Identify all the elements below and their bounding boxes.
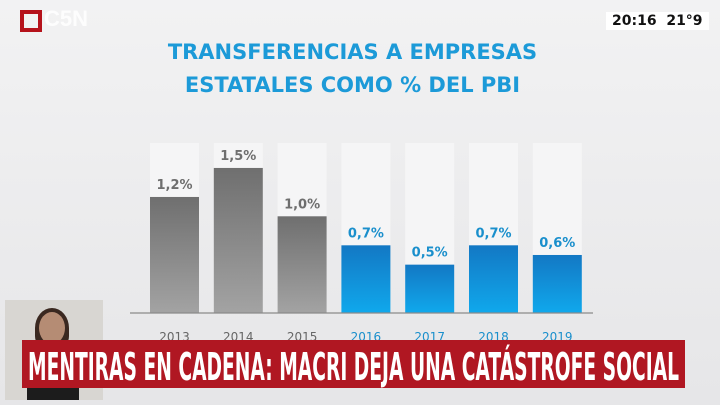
- bar-2019: [532, 254, 582, 313]
- data-label-2017: 0,5%: [412, 246, 448, 261]
- channel-logo-icon: [20, 10, 42, 32]
- bar-2016: [341, 245, 391, 313]
- data-label-2018: 0,7%: [475, 226, 511, 241]
- data-label-2016: 0,7%: [348, 226, 384, 241]
- clock-temperature: 20:16 21°9: [606, 12, 709, 30]
- bar-2013: [150, 196, 199, 313]
- headline-text: MENTIRAS EN CADENA: MACRI DEJA UNA CATÁS…: [28, 345, 679, 388]
- bar-2017: [405, 264, 455, 313]
- time: 20:16: [612, 13, 657, 29]
- data-label-2014: 1,5%: [220, 149, 256, 164]
- headline-svg: MENTIRAS EN CADENA: MACRI DEJA UNA CATÁS…: [28, 345, 679, 388]
- bar-2018: [469, 245, 518, 313]
- data-label-2019: 0,6%: [539, 236, 575, 251]
- headline-banner: MENTIRAS EN CADENA: MACRI DEJA UNA CATÁS…: [22, 340, 685, 388]
- chart-title-line-2: ESTATALES COMO % DEL PBI: [184, 73, 521, 97]
- chart-title: TRANSFERENCIAS A EMPRESAS ESTATALES COMO…: [0, 36, 705, 102]
- chart-title-line-1: TRANSFERENCIAS A EMPRESAS: [167, 40, 538, 64]
- bar-2015: [277, 216, 327, 313]
- channel-name: C5N: [44, 6, 89, 31]
- temperature: 21°9: [666, 13, 703, 29]
- data-label-2013: 1,2%: [156, 178, 192, 193]
- bar-2014: [213, 167, 263, 313]
- data-label-2015: 1,0%: [284, 197, 320, 212]
